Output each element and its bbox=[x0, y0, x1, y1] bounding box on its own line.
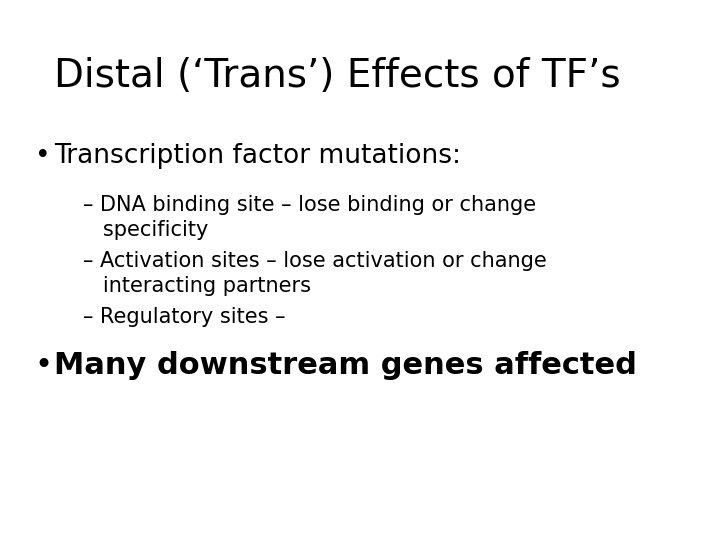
Text: – Regulatory sites –: – Regulatory sites – bbox=[83, 307, 285, 327]
Text: Distal (‘Trans’) Effects of TF’s: Distal (‘Trans’) Effects of TF’s bbox=[54, 57, 621, 94]
Text: •: • bbox=[35, 143, 50, 169]
Text: interacting partners: interacting partners bbox=[83, 276, 311, 296]
Text: specificity: specificity bbox=[83, 220, 208, 240]
Text: •: • bbox=[35, 351, 53, 380]
Text: – Activation sites – lose activation or change: – Activation sites – lose activation or … bbox=[83, 251, 546, 271]
Text: Many downstream genes affected: Many downstream genes affected bbox=[54, 351, 637, 380]
Text: – DNA binding site – lose binding or change: – DNA binding site – lose binding or cha… bbox=[83, 195, 536, 215]
Text: Transcription factor mutations:: Transcription factor mutations: bbox=[54, 143, 461, 169]
